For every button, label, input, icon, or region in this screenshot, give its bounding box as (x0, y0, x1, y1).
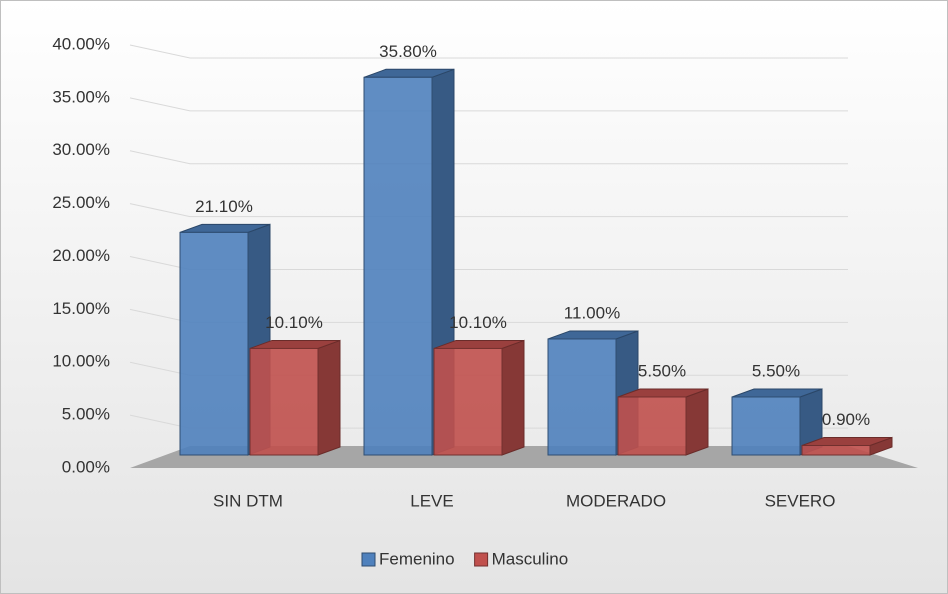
y-tick-label: 5.00% (62, 405, 110, 424)
data-label: 10.10% (449, 313, 507, 332)
y-tick-label: 25.00% (52, 193, 110, 212)
data-label: 35.80% (379, 42, 437, 61)
bar (179, 223, 271, 456)
y-tick-label: 20.00% (52, 246, 110, 265)
legend-swatch (474, 552, 489, 567)
legend-swatch (361, 552, 376, 567)
x-tick-label: SIN DTM (213, 491, 283, 510)
data-label: 11.00% (564, 303, 620, 322)
bar (433, 339, 525, 456)
data-label: 5.50% (752, 361, 800, 380)
bar (249, 339, 341, 456)
data-label: 10.10% (265, 313, 323, 332)
grid-line (129, 203, 848, 218)
y-tick-label: 40.00% (52, 34, 110, 53)
data-label: 5.50% (638, 361, 686, 380)
y-tick-label: 15.00% (52, 299, 110, 318)
x-tick-label: LEVE (410, 491, 453, 510)
x-tick-label: SEVERO (765, 491, 836, 510)
bar (547, 330, 639, 456)
bar (801, 436, 893, 456)
y-tick-label: 0.00% (62, 457, 110, 476)
y-tick-label: 10.00% (52, 352, 110, 371)
legend-label: Femenino (379, 549, 455, 568)
y-tick-label: 35.00% (52, 87, 110, 106)
x-tick-label: MODERADO (566, 491, 666, 510)
data-label: 0.90% (822, 410, 870, 429)
grid-line (129, 44, 848, 59)
data-label: 21.10% (195, 197, 253, 216)
bar (731, 388, 823, 456)
grid-line (129, 97, 848, 112)
bar (617, 388, 709, 456)
grid-line (129, 150, 848, 165)
legend-label: Masculino (492, 549, 569, 568)
y-tick-label: 30.00% (52, 140, 110, 159)
